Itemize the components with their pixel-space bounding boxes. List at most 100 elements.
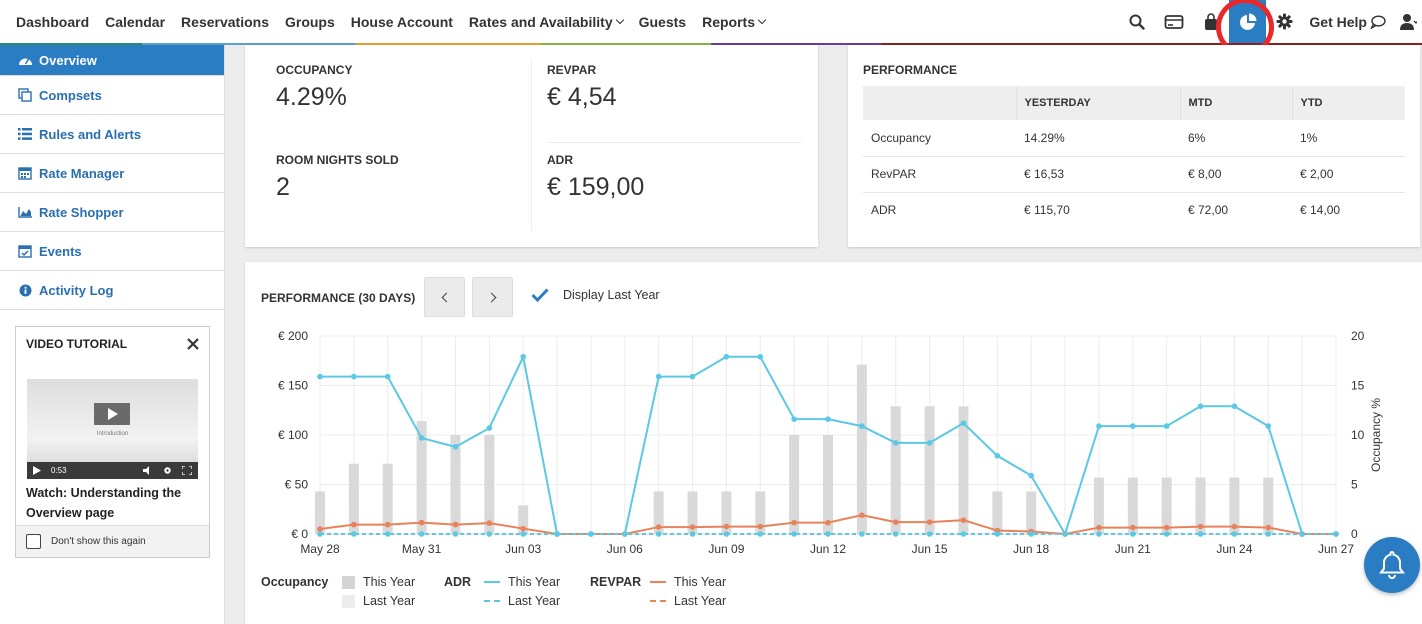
- data-point: [384, 373, 391, 380]
- left-tick-label: € 0: [291, 527, 308, 541]
- data-point: [1062, 531, 1068, 537]
- nav-item-rates-and-availability[interactable]: Rates and Availability: [469, 14, 624, 30]
- performance-chart: € 200 € 150 € 100 € 50 € 0 20 15 10 5 0 Occupancy …: [278, 329, 1383, 556]
- sidebar-item-activity-log[interactable]: Activity Log: [0, 271, 224, 310]
- legend-label: Last Year: [363, 594, 416, 608]
- sidebar-item-label: Activity Log: [39, 282, 114, 298]
- kpi-label: ROOM NIGHTS SOLD: [276, 153, 399, 167]
- data-point: [960, 531, 967, 537]
- data-point: [1163, 531, 1170, 537]
- display-last-year-label: Display Last Year: [563, 288, 660, 302]
- x-tick-label: Jun 27: [1318, 542, 1354, 556]
- kpi-room-nights-sold: ROOM NIGHTS SOLD 2: [276, 153, 399, 202]
- data-point: [1231, 531, 1238, 537]
- volume-icon[interactable]: [143, 466, 153, 475]
- occupancy-bar: [653, 491, 664, 534]
- data-point: [994, 452, 1001, 459]
- data-point: [859, 423, 865, 429]
- prev-button[interactable]: [424, 277, 465, 317]
- x-tick-label: Jun 15: [912, 542, 948, 556]
- nav-item-guests[interactable]: Guests: [639, 14, 686, 30]
- play-icon[interactable]: [33, 466, 41, 475]
- sidebar-item-rules-and-alerts[interactable]: Rules and Alerts: [0, 115, 224, 154]
- card-reader-icon[interactable]: [1155, 0, 1192, 43]
- fullscreen-icon[interactable]: [182, 466, 192, 475]
- kpi-adr: ADR € 159,00: [547, 153, 644, 202]
- shopping-bag-icon[interactable]: [1192, 0, 1229, 43]
- table-header-row: YESTERDAY MTD YTD: [863, 86, 1405, 120]
- nav-item-reservations[interactable]: Reservations: [181, 14, 269, 30]
- nav-item-label: Reservations: [181, 13, 269, 30]
- table-row: ADR € 115,70 € 72,00 € 14,00: [863, 192, 1405, 228]
- data-point: [1130, 423, 1136, 429]
- right-axis-label: Occupancy %: [1369, 398, 1383, 472]
- occupancy-bar: [958, 406, 969, 534]
- occupancy-bar: [1093, 477, 1104, 534]
- chat-bubble-icon: [1370, 14, 1386, 29]
- right-tick-label: 5: [1351, 478, 1358, 492]
- sidebar-item-rate-manager[interactable]: Rate Manager: [0, 154, 224, 193]
- sidebar-item-events[interactable]: Events: [0, 232, 224, 271]
- sidebar-item-rate-shopper[interactable]: Rate Shopper: [0, 193, 224, 232]
- data-point: [486, 520, 493, 526]
- data-point: [520, 353, 526, 360]
- nav-item-calendar[interactable]: Calendar: [105, 14, 165, 30]
- data-point: [960, 517, 967, 523]
- right-tick-label: 15: [1351, 379, 1365, 393]
- data-point: [384, 521, 391, 528]
- data-point: [689, 531, 696, 537]
- table-cell: € 72,00: [1188, 203, 1229, 218]
- left-tick-label: € 200: [278, 329, 308, 343]
- data-point: [689, 373, 696, 380]
- legend-label: This Year: [508, 575, 561, 589]
- data-point: [1333, 531, 1339, 537]
- video-player[interactable]: Introduction 0:53: [27, 379, 198, 479]
- table-cell: € 16,53: [1016, 156, 1180, 193]
- data-point: [1265, 524, 1272, 531]
- legend-adr-this-year: This Year: [484, 575, 560, 589]
- dont-show-checkbox[interactable]: [26, 534, 41, 549]
- legend-label: This Year: [674, 575, 727, 589]
- left-tick-label: € 50: [285, 478, 309, 492]
- close-icon[interactable]: [187, 337, 199, 355]
- data-point: [791, 519, 797, 526]
- occupancy-bar: [1229, 477, 1240, 534]
- data-point: [317, 526, 323, 532]
- sidebar-item-overview[interactable]: Overview: [0, 45, 224, 76]
- get-help-link[interactable]: Get Help: [1309, 14, 1386, 30]
- right-tick-label: 0: [1351, 527, 1358, 541]
- kpi-label: REVPAR: [547, 63, 597, 77]
- nav-item-reports[interactable]: Reports: [702, 14, 767, 30]
- legend-group-title: Occupancy: [261, 575, 329, 589]
- notifications-button[interactable]: [1364, 537, 1420, 593]
- table-cell: € 14,00: [1300, 203, 1341, 218]
- search-icon[interactable]: [1118, 0, 1155, 43]
- occupancy-bar: [518, 505, 529, 534]
- nav-item-dashboard[interactable]: Dashboard: [16, 14, 89, 30]
- next-button[interactable]: [472, 277, 513, 317]
- right-tick-label: 10: [1351, 428, 1365, 442]
- gear-icon[interactable]: [1266, 0, 1303, 43]
- data-point: [892, 519, 899, 525]
- occupancy-bar: [484, 435, 495, 534]
- data-point: [418, 435, 425, 441]
- nav-item-house-account[interactable]: House Account: [351, 14, 453, 30]
- display-last-year-toggle[interactable]: Display Last Year: [531, 288, 660, 302]
- sidebar-item-compsets[interactable]: Compsets: [0, 76, 224, 115]
- bell-icon: [1379, 550, 1405, 579]
- sidebar-item-label: Rate Shopper: [39, 204, 124, 220]
- data-point: [655, 373, 662, 380]
- x-tick-label: Jun 18: [1013, 542, 1049, 556]
- nav-item-groups[interactable]: Groups: [285, 14, 335, 30]
- sidebar: Overview Compsets Rules and Alerts Rate Man…: [0, 45, 225, 624]
- data-point: [689, 524, 696, 530]
- performance-table: YESTERDAY MTD YTD Occupancy 14.29% 6% 1%…: [863, 86, 1405, 228]
- pie-chart-icon[interactable]: [1229, 0, 1267, 43]
- data-point: [926, 519, 933, 525]
- table-cell: ADR: [871, 203, 897, 218]
- user-icon[interactable]: [1394, 0, 1422, 43]
- info-icon: [17, 283, 33, 297]
- kpi-revpar: REVPAR € 4,54: [547, 63, 617, 112]
- data-point: [418, 531, 425, 537]
- settings-icon[interactable]: [163, 466, 172, 475]
